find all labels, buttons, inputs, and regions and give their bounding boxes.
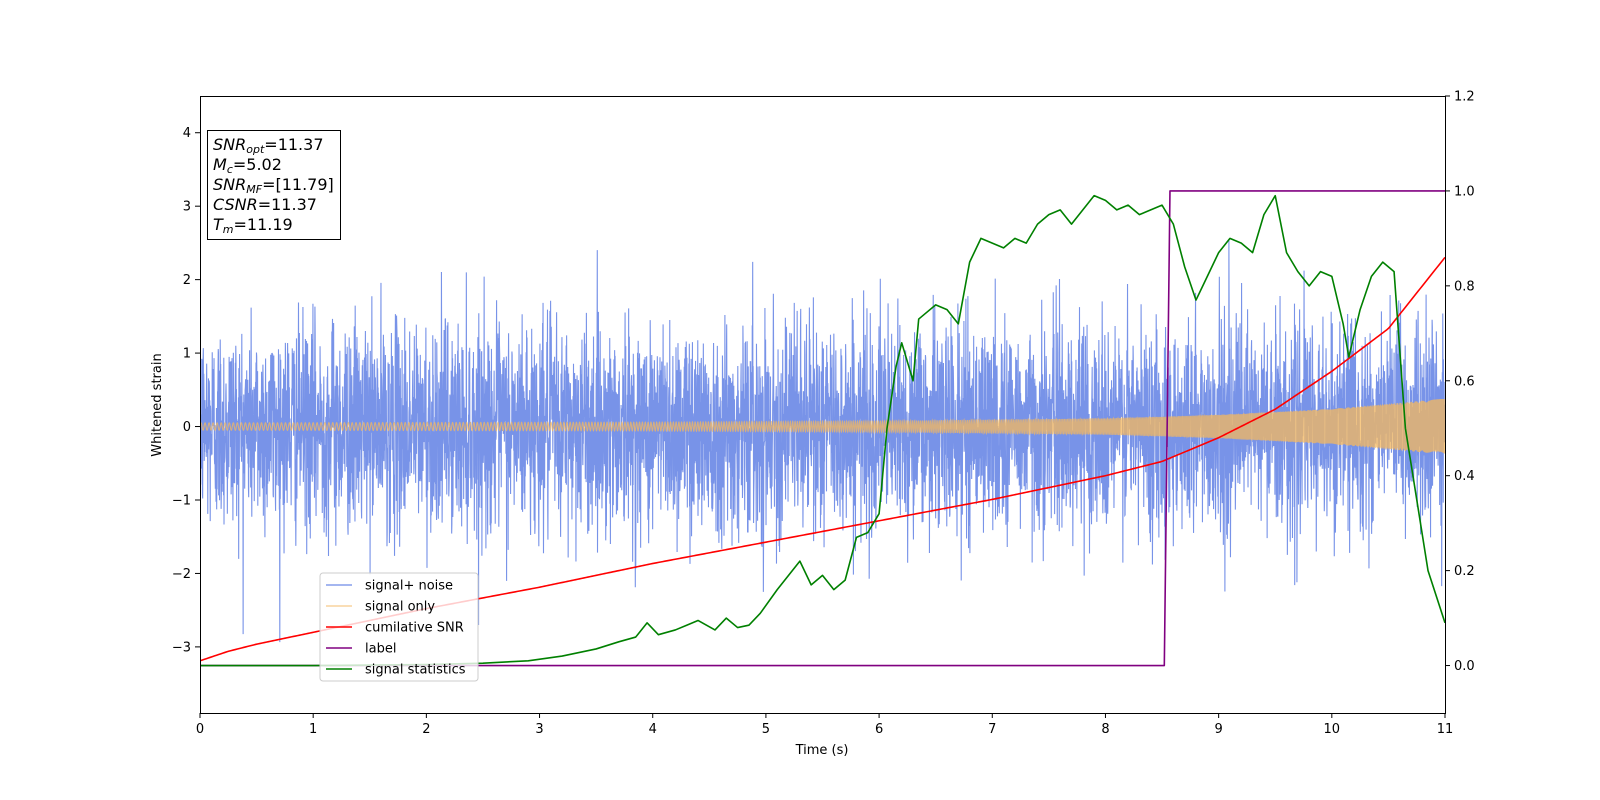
snr-mf-line: SNRMF=[11.79] <box>213 175 334 196</box>
x-tick-label: 7 <box>988 722 996 737</box>
y2-tick-label: 0.8 <box>1454 279 1475 294</box>
y2-tick-label: 1.0 <box>1454 184 1475 199</box>
mc-line: Mc=5.02 <box>213 155 282 176</box>
x-tick-label: 10 <box>1324 722 1341 737</box>
x-tick-label: 2 <box>422 722 430 737</box>
legend-label: signal statistics <box>365 663 466 678</box>
signal-statisticsline <box>200 194 1445 667</box>
x-tick-label: 11 <box>1437 722 1454 737</box>
y-tick-label: 0 <box>183 420 191 435</box>
y-axis-title: Whitened strain <box>150 353 165 456</box>
x-tick-label: 3 <box>535 722 543 737</box>
x-tick-label: 4 <box>649 722 657 737</box>
legend-label: cumilative SNR <box>365 621 464 636</box>
x-tick-label: 9 <box>1214 722 1222 737</box>
csnr-line: CSNR=11.37 <box>213 195 317 214</box>
x-axis-title: Time (s) <box>795 743 849 758</box>
y-tick-label: 1 <box>183 347 191 362</box>
y-tick-label: 4 <box>183 126 191 141</box>
legend: signal+ noise signal only cumilative SNR la… <box>319 572 479 682</box>
signal-only-line <box>200 398 1445 454</box>
y-axis-left: −3 −2 −1 0 1 2 3 4 <box>172 126 200 655</box>
y-tick-label: −2 <box>172 567 191 582</box>
legend-label: signal only <box>365 600 435 615</box>
y2-tick-label: 0.6 <box>1454 374 1475 389</box>
stats-info-box: SNRopt=11.37 Mc=5.02 SNRMF=[11.79] CSNR=… <box>207 130 341 240</box>
snr-opt-line: SNRopt=11.37 <box>213 135 324 156</box>
y-axis-right: 0.0 0.2 0.4 0.6 0.8 1.0 1.2 <box>1445 90 1475 674</box>
y-tick-label: −1 <box>172 493 191 508</box>
x-tick-label: 0 <box>196 722 204 737</box>
signal-noise-series <box>200 240 1445 643</box>
legend-label: label <box>365 642 396 657</box>
y-tick-label: −3 <box>172 640 191 655</box>
y2-tick-label: 0.2 <box>1454 564 1475 579</box>
y2-tick-label: 1.2 <box>1454 90 1475 105</box>
legend-label: signal+ noise <box>365 579 453 594</box>
x-tick-label: 8 <box>1101 722 1109 737</box>
y2-tick-label: 0.4 <box>1454 469 1475 484</box>
legend-frame <box>319 572 479 682</box>
y2-tick-label: 0.0 <box>1454 659 1475 674</box>
x-axis: 0 1 2 3 4 5 6 7 8 9 10 11 <box>196 713 1453 737</box>
y-tick-label: 2 <box>183 273 191 288</box>
y-tick-label: 3 <box>183 200 191 215</box>
tm-line: Tm=11.19 <box>213 215 293 236</box>
x-tick-label: 6 <box>875 722 883 737</box>
labelline <box>200 190 1445 667</box>
signal-only-series <box>200 398 1445 454</box>
plot-frame <box>200 96 1446 714</box>
signal-noise-line <box>200 240 1445 643</box>
x-tick-label: 1 <box>309 722 317 737</box>
x-tick-label: 5 <box>762 722 770 737</box>
